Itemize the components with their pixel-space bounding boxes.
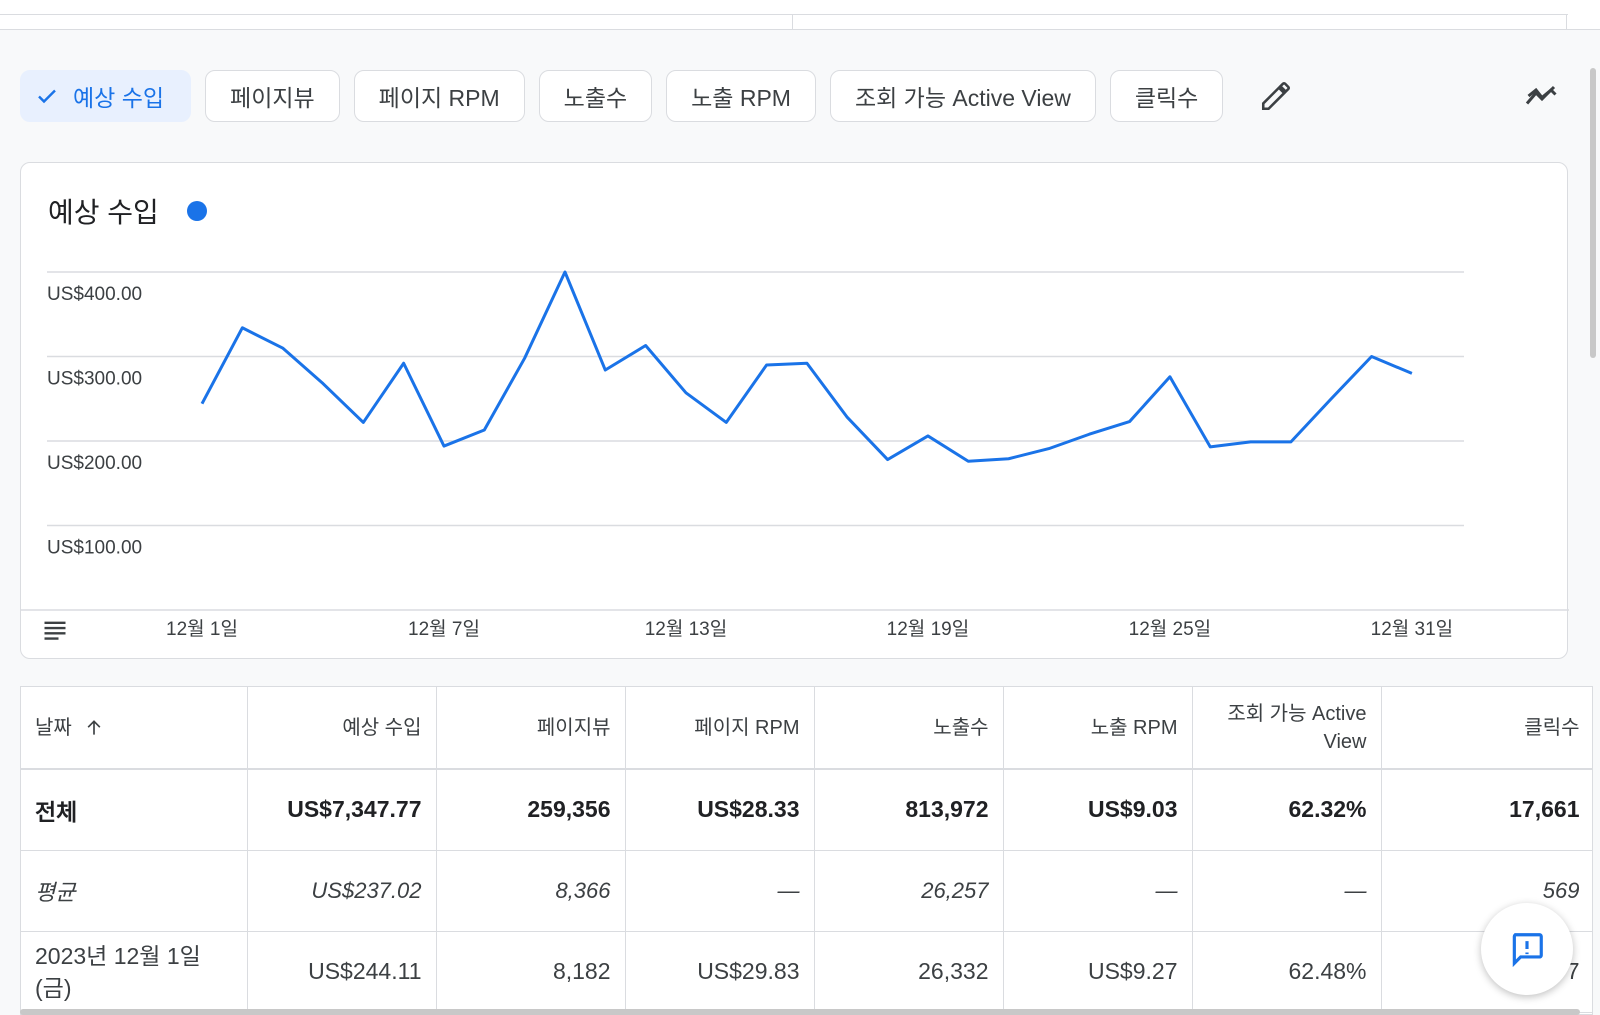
chip-page-rpm[interactable]: 페이지 RPM	[353, 70, 525, 122]
header-date[interactable]: 날짜	[21, 687, 248, 770]
top-divider-vertical-right	[1566, 14, 1567, 30]
cell: 62.32%	[1192, 769, 1382, 851]
pencil-icon	[1261, 81, 1290, 111]
chip-label: 클릭수	[1134, 85, 1199, 111]
cell: US$237.02	[247, 850, 437, 932]
chip-clicks[interactable]: 클릭수	[1109, 70, 1224, 122]
header-estimated-earnings[interactable]: 예상 수입	[247, 687, 437, 770]
chip-pageviews[interactable]: 페이지뷰	[205, 70, 340, 122]
metric-chip-bar: 예상 수입 페이지뷰 페이지 RPM 노출수 노출 RPM 조회 가능 Acti…	[20, 70, 1224, 122]
cell: 전체	[21, 769, 248, 851]
top-divider-vertical	[792, 14, 793, 30]
cell: —	[1003, 850, 1193, 932]
cell: US$28.33	[625, 769, 815, 851]
series-line	[200, 270, 1413, 463]
header-pageviews[interactable]: 페이지뷰	[436, 687, 626, 770]
header-active-view[interactable]: 조회 가능 Active View	[1192, 687, 1382, 770]
table-row-average: 평균 US$237.02 8,366 — 26,257 — — 569	[21, 850, 1592, 932]
edit-metrics-button[interactable]	[1254, 74, 1298, 118]
cell: —	[1192, 850, 1382, 932]
cell: 813,972	[814, 769, 1004, 851]
x-tick-label: 12월 13일	[645, 618, 728, 640]
chip-label: 페이지 RPM	[378, 85, 500, 111]
chip-label: 예상 수입	[73, 85, 165, 111]
cell: US$9.03	[1003, 769, 1193, 851]
cell: 26,257	[814, 850, 1004, 932]
cell-date: 2023년 12월 1일 (금)	[21, 931, 248, 1013]
chip-estimated-earnings[interactable]: 예상 수입	[20, 70, 192, 122]
chip-label: 조회 가능 Active View	[854, 85, 1071, 111]
x-tick-label: 12월 1일	[166, 618, 238, 640]
table-header-row: 날짜 예상 수입 페이지뷰 페이지 RPM 노출수 노출 RPM 조회 가능 A…	[21, 687, 1592, 770]
header-page-rpm[interactable]: 페이지 RPM	[625, 687, 815, 770]
x-tick-label: 12월 25일	[1129, 618, 1212, 640]
chart-title: 예상 수입	[48, 191, 207, 231]
chart-title-text: 예상 수입	[48, 197, 159, 228]
chip-impressions[interactable]: 노출수	[538, 70, 653, 122]
cell: 62.48%	[1192, 931, 1382, 1013]
chip-label: 페이지뷰	[230, 85, 315, 111]
cell: US$29.83	[625, 931, 815, 1013]
x-tick-label: 12월 19일	[887, 618, 970, 640]
check-icon	[38, 89, 56, 104]
x-tick-label: 12월 31일	[1371, 618, 1454, 640]
cell: 8,182	[436, 931, 626, 1013]
earnings-line-chart: US$100.00 US$200.00 US$300.00 US$400.00 12월 …	[21, 270, 1569, 640]
cell: US$244.11	[247, 931, 437, 1013]
compare-button[interactable]	[1520, 74, 1564, 118]
menu-lines-icon[interactable]	[41, 617, 69, 645]
feedback-button[interactable]	[1481, 903, 1573, 995]
arrow-up-icon	[87, 720, 101, 735]
series-color-dot	[186, 201, 207, 221]
report-table: 날짜 예상 수입 페이지뷰 페이지 RPM 노출수 노출 RPM 조회 가능 A…	[20, 686, 1593, 1015]
y-tick-label: US$200.00	[47, 453, 142, 474]
horizontal-scrollbar[interactable]	[20, 1009, 1580, 1015]
cell: 평균	[21, 850, 248, 932]
top-bar	[0, 0, 1600, 30]
table-row[interactable]: 2023년 12월 1일 (금) US$244.11 8,182 US$29.8…	[21, 931, 1592, 1013]
trend-compare-icon	[1525, 85, 1557, 105]
cell: US$7,347.77	[247, 769, 437, 851]
y-tick-label: US$300.00	[47, 369, 142, 390]
header-impression-rpm[interactable]: 노출 RPM	[1003, 687, 1193, 770]
header-impressions[interactable]: 노출수	[814, 687, 1004, 770]
chip-label: 노출 RPM	[691, 85, 791, 111]
chip-label: 노출수	[563, 85, 628, 111]
cell: —	[625, 850, 815, 932]
chip-active-view[interactable]: 조회 가능 Active View	[829, 70, 1096, 122]
cell: 259,356	[436, 769, 626, 851]
header-clicks[interactable]: 클릭수	[1381, 687, 1592, 770]
cell: 8,366	[436, 850, 626, 932]
cell: 26,332	[814, 931, 1004, 1013]
earnings-chart-card: 예상 수입 US$100.00 US$200.00 US$300.00 US$400.…	[20, 162, 1569, 659]
y-tick-label: US$400.00	[47, 284, 142, 305]
table-row-total: 전체 US$7,347.77 259,356 US$28.33 813,972 …	[21, 769, 1592, 851]
cell: US$9.27	[1003, 931, 1193, 1013]
vertical-scrollbar[interactable]	[1590, 68, 1596, 358]
top-divider	[0, 14, 1568, 15]
chip-impression-rpm[interactable]: 노출 RPM	[666, 70, 816, 122]
y-tick-label: US$100.00	[47, 538, 142, 559]
cell: 17,661	[1381, 769, 1592, 851]
x-tick-label: 12월 7일	[408, 618, 480, 640]
feedback-icon	[1512, 933, 1543, 968]
